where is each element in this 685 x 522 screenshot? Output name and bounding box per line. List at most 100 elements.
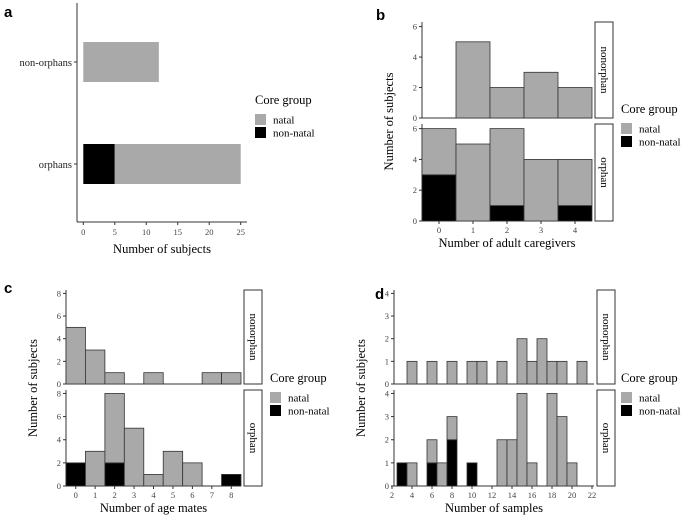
bar-nonorphan-7-natal bbox=[201, 372, 222, 385]
y-tick-label-d: 1 bbox=[385, 356, 389, 366]
bar-nonorphan-17-natal bbox=[536, 338, 548, 385]
bar-orphan-7-natal bbox=[436, 462, 448, 487]
bar-orphan-8-natal bbox=[446, 416, 458, 441]
bar-nonorphan-15-natal bbox=[516, 338, 528, 385]
bar-orphan-2-non-natal bbox=[489, 205, 525, 222]
legend-label-natal: natal bbox=[639, 393, 660, 405]
bar-orphan-3-natal bbox=[123, 427, 145, 487]
x-tick-label-b: 4 bbox=[573, 225, 578, 235]
panel-letter-b: b bbox=[376, 7, 385, 24]
x-tick-label-d: 6 bbox=[430, 490, 434, 500]
x-tick-label-a: 15 bbox=[173, 227, 182, 237]
bar-orphan-3-natal bbox=[523, 159, 559, 222]
bar-nonorphan-4-natal bbox=[557, 87, 593, 119]
bar-nonorphan-19-natal bbox=[556, 360, 568, 385]
x-tick-label-b: 1 bbox=[471, 225, 475, 235]
bar-nonorphan-21-natal bbox=[576, 360, 588, 385]
bar-nonorphan-0-natal bbox=[65, 326, 86, 385]
x-tick-label-a: 20 bbox=[205, 227, 214, 237]
facet-strip-nonorphan bbox=[594, 21, 614, 119]
bar-nonorphan-4-natal bbox=[143, 372, 164, 385]
bar-orphan-6-non-natal bbox=[426, 462, 438, 487]
bar-orphan-2-natal bbox=[104, 393, 125, 464]
y-tick-label-b: 2 bbox=[413, 83, 417, 93]
facet-strip-label-orphan: orphan bbox=[598, 157, 610, 188]
bar-orphan-5-natal bbox=[162, 450, 184, 487]
x-tick-label-c: 1 bbox=[93, 490, 97, 500]
bar-orphan-4-natal bbox=[143, 474, 164, 487]
legend-key-natal bbox=[255, 114, 266, 125]
panel-letter-c: c bbox=[4, 280, 12, 297]
y-tick-label-c: 0 bbox=[57, 379, 61, 389]
bar-orphan-15-natal bbox=[516, 393, 528, 487]
bar-nonorphan-11-natal bbox=[476, 360, 488, 385]
legend-key-non-natal bbox=[621, 136, 632, 147]
bar-nonorphan-2-natal bbox=[104, 372, 125, 385]
facet-strip-label-orphan: orphan bbox=[247, 423, 259, 454]
bar-orphan-0-non-natal bbox=[421, 174, 457, 222]
bar-orphan-8-non-natal bbox=[221, 474, 242, 487]
legend-title: Core group bbox=[621, 371, 678, 385]
y-tick-label-b: 0 bbox=[413, 113, 417, 123]
legend-title: Core group bbox=[255, 93, 312, 107]
bar-nonorphan-6-natal bbox=[426, 360, 438, 385]
x-tick-label-a: 10 bbox=[142, 227, 151, 237]
legend-title: Core group bbox=[621, 102, 678, 116]
panel-letter-a: a bbox=[4, 4, 13, 21]
y-tick-label-d: 3 bbox=[385, 412, 389, 422]
bar-orphan-4-natal bbox=[557, 159, 593, 207]
y-tick-label-c: 6 bbox=[57, 311, 61, 321]
bar-nonorphan-18-natal bbox=[546, 360, 558, 385]
bar-orphan-14-natal bbox=[506, 439, 518, 487]
y-tick-label-d: 0 bbox=[385, 379, 389, 389]
y-tick-label-b: 4 bbox=[413, 154, 418, 164]
y-tick-label-d: 0 bbox=[385, 481, 389, 491]
y-tick-label-b: 4 bbox=[413, 52, 418, 62]
facet-strip-nonorphan bbox=[596, 289, 616, 385]
facet-strip-label-nonorphan: nonorphan bbox=[247, 313, 259, 361]
legend-label-non-natal: non-natal bbox=[639, 406, 681, 418]
bar-orphan-10-non-natal bbox=[466, 462, 478, 487]
x-tick-label-a: 5 bbox=[113, 227, 117, 237]
facet-strip-label-nonorphan: nonorphan bbox=[600, 313, 612, 361]
legend-label-natal: natal bbox=[273, 115, 294, 127]
x-tick-label-b: 0 bbox=[437, 225, 441, 235]
y-tick-label-c: 2 bbox=[57, 356, 61, 366]
x-tick-label-d: 16 bbox=[528, 490, 537, 500]
bar-orphan-19-natal bbox=[556, 416, 568, 487]
x-axis-title-a: Number of subjects bbox=[113, 242, 211, 256]
bar-orphan-6-natal bbox=[182, 462, 203, 487]
x-tick-label-a: 25 bbox=[236, 227, 245, 237]
legend-key-natal bbox=[621, 123, 632, 134]
y-tick-label-c: 4 bbox=[57, 334, 62, 344]
x-tick-label-d: 20 bbox=[568, 490, 577, 500]
y-tick-label-d: 2 bbox=[385, 334, 389, 344]
bar-orphan-16-natal bbox=[526, 462, 538, 487]
bar-orphan-4-natal bbox=[406, 462, 418, 487]
facet-strip-label-nonorphan: nonorphan bbox=[598, 46, 610, 94]
bar-nonorphan-8-natal bbox=[446, 360, 458, 385]
facet-strip-nonorphan bbox=[243, 289, 263, 385]
x-tick-label-d: 14 bbox=[508, 490, 517, 500]
y-tick-label-c: 0 bbox=[57, 481, 61, 491]
y-axis-title-c: Number of subjects bbox=[26, 339, 40, 437]
x-tick-label-d: 8 bbox=[450, 490, 454, 500]
x-tick-label-a: 0 bbox=[81, 227, 85, 237]
bar-nonorphan-16-natal bbox=[526, 360, 538, 385]
legend-label-non-natal: non-natal bbox=[288, 406, 330, 418]
y-tick-label-d: 3 bbox=[385, 311, 389, 321]
legend-label-non-natal: non-natal bbox=[639, 137, 681, 149]
y-tick-label-b: 0 bbox=[413, 216, 417, 226]
x-tick-label-c: 7 bbox=[210, 490, 214, 500]
bar-orphans-non-natal bbox=[83, 144, 115, 184]
x-tick-label-c: 5 bbox=[171, 490, 175, 500]
bar-orphan-2-natal bbox=[489, 128, 525, 207]
y-tick-label-a: orphans bbox=[39, 160, 72, 171]
bar-nonorphan-1-natal bbox=[85, 349, 106, 385]
bar-nonorphan-4-natal bbox=[406, 360, 418, 385]
bar-orphan-1-natal bbox=[85, 450, 106, 487]
y-tick-label-d: 1 bbox=[385, 458, 389, 468]
y-tick-label-b: 6 bbox=[413, 124, 417, 134]
